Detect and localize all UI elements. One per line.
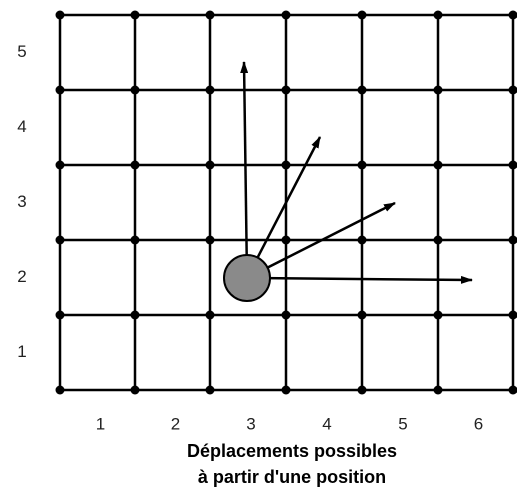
grid-dot [433, 235, 443, 245]
row-label: 2 [17, 267, 26, 286]
grid-dot [508, 160, 517, 170]
grid-dot [55, 385, 65, 395]
grid-dot [55, 85, 65, 95]
row-label: 1 [17, 342, 26, 361]
grid-dot [433, 160, 443, 170]
grid-dot [508, 85, 517, 95]
grid-dot [55, 235, 65, 245]
grid-dot [508, 310, 517, 320]
row-label: 5 [17, 42, 26, 61]
grid-dot [281, 385, 291, 395]
grid-dot [281, 10, 291, 20]
grid-dot [357, 310, 367, 320]
grid-dot [281, 310, 291, 320]
grid-dot [205, 310, 215, 320]
position-piece [223, 254, 271, 302]
caption-line: à partir d'une position [198, 467, 386, 487]
grid-dot [130, 85, 140, 95]
grid-dot [205, 10, 215, 20]
column-label: 3 [246, 414, 255, 433]
column-label: 2 [171, 414, 180, 433]
grid-dot [433, 10, 443, 20]
row-label: 3 [17, 192, 26, 211]
row-label: 4 [17, 117, 26, 136]
column-label: 5 [398, 414, 407, 433]
grid-dot [357, 10, 367, 20]
grid-dot [357, 385, 367, 395]
caption-line: Déplacements possibles [187, 441, 397, 461]
grid-dot [357, 160, 367, 170]
grid-dot [205, 235, 215, 245]
grid-dot [130, 10, 140, 20]
grid-dot [508, 235, 517, 245]
grid-dot [205, 385, 215, 395]
column-label: 6 [474, 414, 483, 433]
arrow [246, 201, 396, 280]
grid-dot [357, 85, 367, 95]
grid-dot [55, 310, 65, 320]
grid-dot [205, 160, 215, 170]
column-label: 4 [322, 414, 331, 433]
grid-dot [433, 310, 443, 320]
grid-dot [281, 85, 291, 95]
grid-dot [205, 85, 215, 95]
grid-dot [130, 160, 140, 170]
column-label: 1 [96, 414, 105, 433]
grid-dot [281, 160, 291, 170]
arrow [245, 136, 322, 279]
grid-dot [55, 10, 65, 20]
grid-dot [357, 235, 367, 245]
grid-dot [55, 160, 65, 170]
arrows [240, 61, 473, 284]
grid-dot [130, 235, 140, 245]
grid-dots [55, 10, 517, 395]
grid-dot [433, 385, 443, 395]
grid-dot [281, 235, 291, 245]
arrow [246, 275, 473, 284]
grid-dot [130, 310, 140, 320]
arrow [240, 61, 249, 279]
grid-dot [130, 385, 140, 395]
grid-dot [508, 385, 517, 395]
grid-dot [433, 85, 443, 95]
grid-dot [508, 10, 517, 20]
